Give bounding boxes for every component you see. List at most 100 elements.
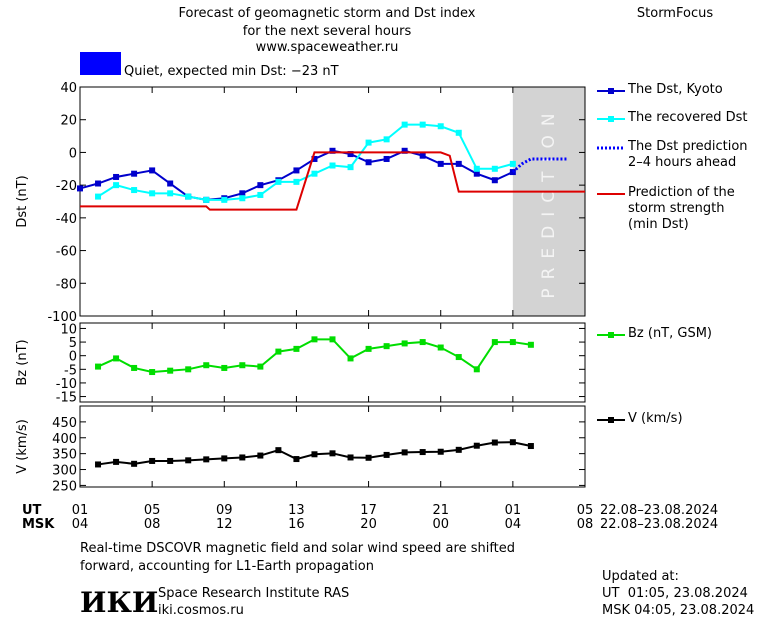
series-marker bbox=[311, 451, 318, 458]
x-tick-label: 01 bbox=[72, 503, 89, 518]
series-marker bbox=[257, 452, 264, 459]
brand: StormFocus bbox=[637, 6, 713, 21]
legend-entry: Bz (nT, GSM) bbox=[628, 326, 713, 341]
series-marker bbox=[383, 155, 390, 162]
series-marker bbox=[491, 339, 498, 346]
msk-range: 22.08–23.08.2024 bbox=[600, 517, 718, 532]
series-marker bbox=[347, 355, 354, 362]
plot-frame bbox=[79, 405, 586, 488]
series-marker bbox=[149, 167, 156, 174]
x-tick-label: 21 bbox=[432, 503, 449, 518]
series-marker bbox=[383, 136, 390, 143]
series-marker bbox=[185, 366, 192, 373]
series-marker bbox=[221, 364, 228, 371]
series-marker bbox=[347, 151, 354, 158]
x-tick-label-msk: 20 bbox=[360, 517, 377, 532]
series-marker bbox=[473, 366, 480, 373]
series-marker bbox=[491, 439, 498, 446]
series-marker bbox=[509, 160, 516, 167]
x-tick-label-msk: 16 bbox=[288, 517, 305, 532]
series-marker bbox=[185, 193, 192, 200]
x-tick-label: 17 bbox=[360, 503, 377, 518]
series-marker bbox=[455, 129, 462, 136]
y-tick-label: 20 bbox=[60, 114, 77, 129]
series-marker bbox=[437, 344, 444, 351]
series-marker bbox=[203, 362, 210, 369]
series-marker bbox=[77, 185, 83, 192]
prediction-band bbox=[512, 87, 585, 316]
x-tick-label-msk: 08 bbox=[144, 517, 161, 532]
series-marker bbox=[275, 348, 282, 355]
series-marker bbox=[95, 363, 102, 370]
series-marker bbox=[329, 162, 336, 169]
y-tick-label: 450 bbox=[52, 416, 77, 431]
series-marker bbox=[113, 355, 120, 362]
series-marker bbox=[95, 180, 102, 187]
legend-marker bbox=[608, 88, 614, 94]
series-line bbox=[80, 151, 585, 211]
y-tick-label: 400 bbox=[52, 432, 77, 447]
series-marker bbox=[149, 369, 156, 376]
updated: UT 01:05, 23.08.2024 bbox=[602, 586, 748, 601]
series-marker bbox=[401, 449, 408, 456]
series-marker bbox=[149, 190, 156, 197]
series-marker bbox=[131, 187, 138, 194]
series-marker bbox=[257, 182, 264, 189]
series-marker bbox=[311, 336, 318, 343]
y-tick-label: 40 bbox=[60, 81, 77, 96]
legend-marker bbox=[608, 116, 614, 122]
series-marker bbox=[401, 147, 408, 154]
series-marker bbox=[491, 165, 498, 172]
series-marker bbox=[167, 457, 174, 464]
series-marker bbox=[491, 177, 498, 184]
series-marker bbox=[311, 155, 318, 162]
series-marker bbox=[365, 139, 372, 146]
legend-entry: The Dst, Kyoto bbox=[628, 82, 723, 97]
series-marker bbox=[329, 147, 336, 154]
title-line: Forecast of geomagnetic storm and Dst in… bbox=[178, 6, 475, 21]
series-marker bbox=[473, 442, 480, 449]
series-marker bbox=[221, 196, 228, 203]
series-marker bbox=[311, 170, 318, 177]
series-line bbox=[97, 338, 532, 374]
series-marker bbox=[509, 439, 516, 446]
y-axis-label: Dst (nT) bbox=[15, 175, 30, 227]
x-tick-label: 05 bbox=[577, 503, 594, 518]
y-tick-label: 300 bbox=[52, 464, 77, 479]
series-marker bbox=[455, 160, 462, 167]
note: Real-time DSCOVR magnetic field and sola… bbox=[80, 541, 515, 556]
series-marker bbox=[239, 195, 246, 202]
series-marker bbox=[239, 362, 246, 369]
series-marker bbox=[113, 458, 120, 465]
y-axis-label: Bz (nT) bbox=[15, 339, 30, 385]
series-marker bbox=[203, 456, 210, 463]
y-tick-label: 250 bbox=[52, 479, 77, 494]
series-marker bbox=[437, 160, 444, 167]
x-tick-label-msk: 12 bbox=[216, 517, 233, 532]
y-tick-label: 0 bbox=[69, 146, 77, 161]
series-marker bbox=[455, 354, 462, 361]
site: iki.cosmos.ru bbox=[158, 603, 244, 618]
series-marker bbox=[131, 460, 138, 467]
series-marker bbox=[275, 178, 282, 185]
series-marker bbox=[203, 196, 210, 203]
series-marker bbox=[365, 345, 372, 352]
x-tick-label-msk: 04 bbox=[505, 517, 522, 532]
series-line bbox=[511, 157, 567, 174]
x-tick-label: 01 bbox=[505, 503, 522, 518]
series-marker bbox=[149, 457, 156, 464]
legend-marker bbox=[608, 332, 614, 338]
y-tick-label: -10 bbox=[56, 377, 77, 392]
series-marker bbox=[473, 165, 480, 172]
legend-entry: The recovered Dst bbox=[628, 110, 748, 125]
updated: Updated at: bbox=[602, 569, 679, 584]
x-tick-label: 13 bbox=[288, 503, 305, 518]
series-marker bbox=[329, 450, 336, 457]
ut-label: UT bbox=[22, 503, 42, 518]
updated: MSK 04:05, 23.08.2024 bbox=[602, 603, 754, 618]
y-tick-label: 10 bbox=[60, 322, 77, 337]
series-marker bbox=[437, 123, 444, 130]
series-marker bbox=[113, 182, 120, 189]
